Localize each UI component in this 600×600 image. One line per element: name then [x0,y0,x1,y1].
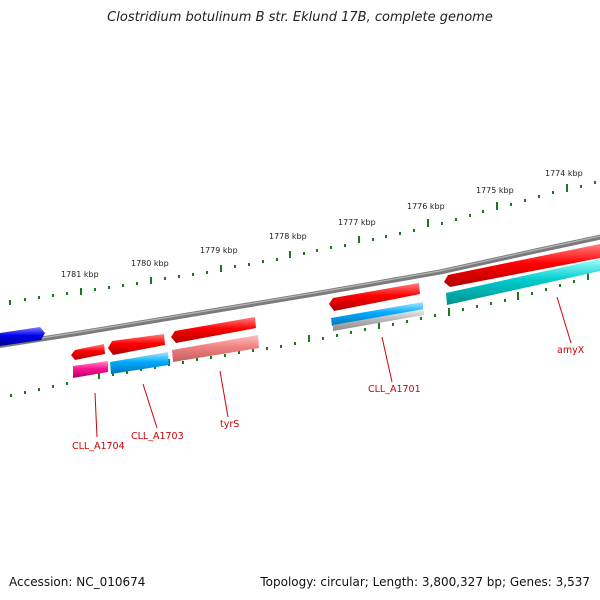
gene-product-features [73,259,600,378]
genome-backbone-highlight [0,235,600,346]
gene-tyrS-cds[interactable] [171,317,256,343]
gene-cll-a1704-cds[interactable] [71,344,105,360]
tick-label-1778: 1778 kbp [269,232,307,241]
tick-label-1776: 1776 kbp [407,202,445,211]
tick-label-1775: 1775 kbp [476,186,514,195]
gene-cll-a1701-product[interactable] [331,302,423,326]
tick-label-1774: 1774 kbp [545,169,583,178]
genome-summary-text: Topology: circular; Length: 3,800,327 bp… [260,575,590,589]
gene-label-cll-a1701[interactable]: CLL_A1701 [368,384,421,395]
gene-cll-a1701-product-2[interactable] [333,309,424,331]
gene-tyrS-product[interactable] [172,335,259,362]
outer-tick-ruler [9,181,596,305]
outer-tick-labels: 1774 kbp 1775 kbp 1776 kbp 1777 kbp 1778… [61,169,583,279]
gene-label-cll-a1704[interactable]: CLL_A1704 [72,441,125,452]
map-title: Clostridium botulinum B str. Eklund 17B,… [107,10,493,25]
tick-label-1777: 1777 kbp [338,218,376,227]
accession-text: Accession: NC_010674 [9,575,146,589]
gene-label-tyrS[interactable]: tyrS [220,419,239,430]
tick-label-1779: 1779 kbp [200,246,238,255]
gene-cll-a1703-cds[interactable] [108,334,165,355]
gene-amyX-product[interactable] [446,259,600,305]
gene-label-leaders [94,296,572,438]
gene-labels: amyX CLL_A1701 tyrS CLL_A1703 CLL_A1704 [72,345,585,452]
gene-cll-a1701-cds[interactable] [329,283,420,311]
tick-label-1781: 1781 kbp [61,270,99,279]
genome-backbone [0,234,600,348]
gene-label-amyX[interactable]: amyX [557,345,585,356]
gene-cll-a1703-product[interactable] [110,352,169,374]
reverse-strand-cds[interactable] [0,327,45,346]
forward-strand-features [71,244,600,360]
tick-label-1780: 1780 kbp [131,259,169,268]
gene-amyX-cds[interactable] [444,244,600,287]
gene-cll-a1704-product[interactable] [73,361,108,378]
gene-label-cll-a1703[interactable]: CLL_A1703 [131,431,184,442]
